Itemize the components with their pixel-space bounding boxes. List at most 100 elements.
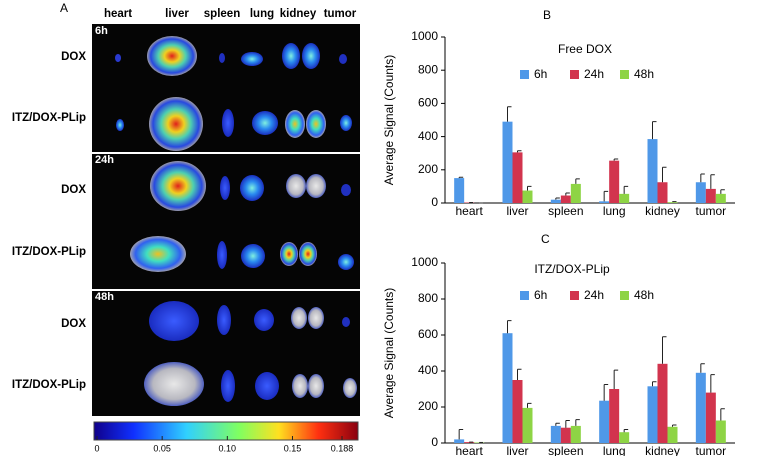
- error-bar: [517, 368, 522, 380]
- bar: [512, 152, 523, 203]
- organ-label: liver: [165, 8, 189, 20]
- y-tick-label: 1000: [411, 29, 438, 43]
- error-bar: [662, 166, 667, 183]
- organ-label: lung: [250, 8, 274, 20]
- row-label: DOX: [61, 318, 86, 330]
- organ-label: tumor: [324, 8, 357, 20]
- y-axis-label: Average Signal (Counts): [382, 55, 396, 186]
- x-tick-label: liver: [506, 204, 528, 218]
- error-bar: [575, 419, 580, 426]
- time-label: 6h: [95, 25, 108, 37]
- legend-label: 48h: [634, 288, 654, 302]
- bar: [667, 426, 678, 443]
- error-bar: [527, 402, 532, 408]
- error-bar: [507, 320, 512, 334]
- error-bar: [555, 422, 560, 426]
- bar: [657, 363, 668, 443]
- bar: [502, 121, 513, 203]
- bar: [570, 183, 581, 203]
- y-tick-label: 1000: [411, 255, 438, 269]
- error-bar: [623, 185, 629, 194]
- error-bar: [662, 336, 667, 364]
- y-tick-label: 600: [418, 327, 438, 341]
- row-label: DOX: [61, 51, 86, 63]
- legend-swatch: [570, 291, 579, 300]
- bar: [609, 389, 620, 443]
- y-tick-label: 400: [418, 363, 438, 377]
- colorbar-tick-label: 0.05: [153, 443, 171, 453]
- chart-title: Free DOX: [558, 42, 612, 56]
- x-tick-label: liver: [506, 444, 528, 456]
- bar: [454, 178, 465, 203]
- bar: [695, 372, 706, 443]
- y-tick-label: 800: [418, 291, 438, 305]
- y-tick-label: 200: [418, 399, 438, 413]
- bar: [560, 427, 571, 443]
- bar: [715, 420, 726, 443]
- error-bar: [720, 408, 725, 421]
- legend-swatch: [520, 70, 529, 79]
- error-bar: [603, 190, 609, 202]
- bar: [715, 193, 726, 203]
- legend-swatch: [520, 291, 529, 300]
- x-tick-label: lung: [603, 204, 626, 218]
- bar: [570, 425, 581, 443]
- panel-label: C: [541, 232, 550, 246]
- error-bar: [613, 369, 619, 389]
- bar: [599, 400, 610, 443]
- error-bar: [720, 189, 725, 194]
- bar: [522, 190, 533, 203]
- panel-label: A: [60, 1, 68, 15]
- bar: [522, 407, 533, 443]
- x-tick-label: heart: [455, 204, 483, 218]
- error-bar: [565, 420, 570, 428]
- x-tick-label: kidney: [645, 204, 680, 218]
- bar: [609, 160, 620, 203]
- error-bar: [710, 374, 715, 393]
- bar: [647, 139, 658, 203]
- error-bar: [517, 150, 522, 153]
- y-axis-label: Average Signal (Counts): [382, 288, 396, 419]
- bar: [667, 202, 678, 203]
- x-tick-label: heart: [455, 444, 483, 456]
- bar: [695, 182, 706, 203]
- row-label: ITZ/DOX-PLip: [12, 112, 86, 124]
- time-label: 24h: [95, 154, 114, 166]
- legend-swatch: [620, 70, 629, 79]
- bar: [599, 201, 610, 203]
- error-bar: [507, 106, 512, 122]
- error-bar: [527, 185, 532, 191]
- row-label: DOX: [61, 184, 86, 196]
- x-tick-label: tumor: [695, 444, 726, 456]
- error-bar: [623, 429, 629, 433]
- y-tick-label: 200: [418, 162, 438, 176]
- y-tick-label: 600: [418, 96, 438, 110]
- colorbar-tick-label: 0.10: [219, 443, 237, 453]
- error-bar: [458, 429, 464, 440]
- error-bar: [603, 384, 609, 401]
- legend-label: 48h: [634, 67, 654, 81]
- colorbar: [93, 421, 359, 441]
- chart-title: ITZ/DOX-PLip: [534, 262, 610, 276]
- y-tick-label: 800: [418, 62, 438, 76]
- x-tick-label: lung: [603, 444, 626, 456]
- bar: [705, 188, 716, 203]
- organ-label: heart: [104, 8, 132, 20]
- bar: [454, 439, 465, 443]
- legend-swatch: [570, 70, 579, 79]
- error-bar: [565, 192, 570, 196]
- bar: [647, 386, 658, 443]
- legend-label: 24h: [584, 288, 604, 302]
- error-bar: [458, 176, 464, 179]
- bar: [550, 425, 561, 443]
- organ-label: spleen: [204, 8, 240, 20]
- bar: [502, 333, 513, 443]
- bar: [705, 392, 716, 443]
- legend-swatch: [620, 291, 629, 300]
- error-bar: [652, 381, 657, 387]
- error-bar: [672, 424, 677, 427]
- bar: [512, 380, 523, 443]
- organ-label: kidney: [280, 8, 317, 20]
- panel-label: B: [543, 8, 551, 22]
